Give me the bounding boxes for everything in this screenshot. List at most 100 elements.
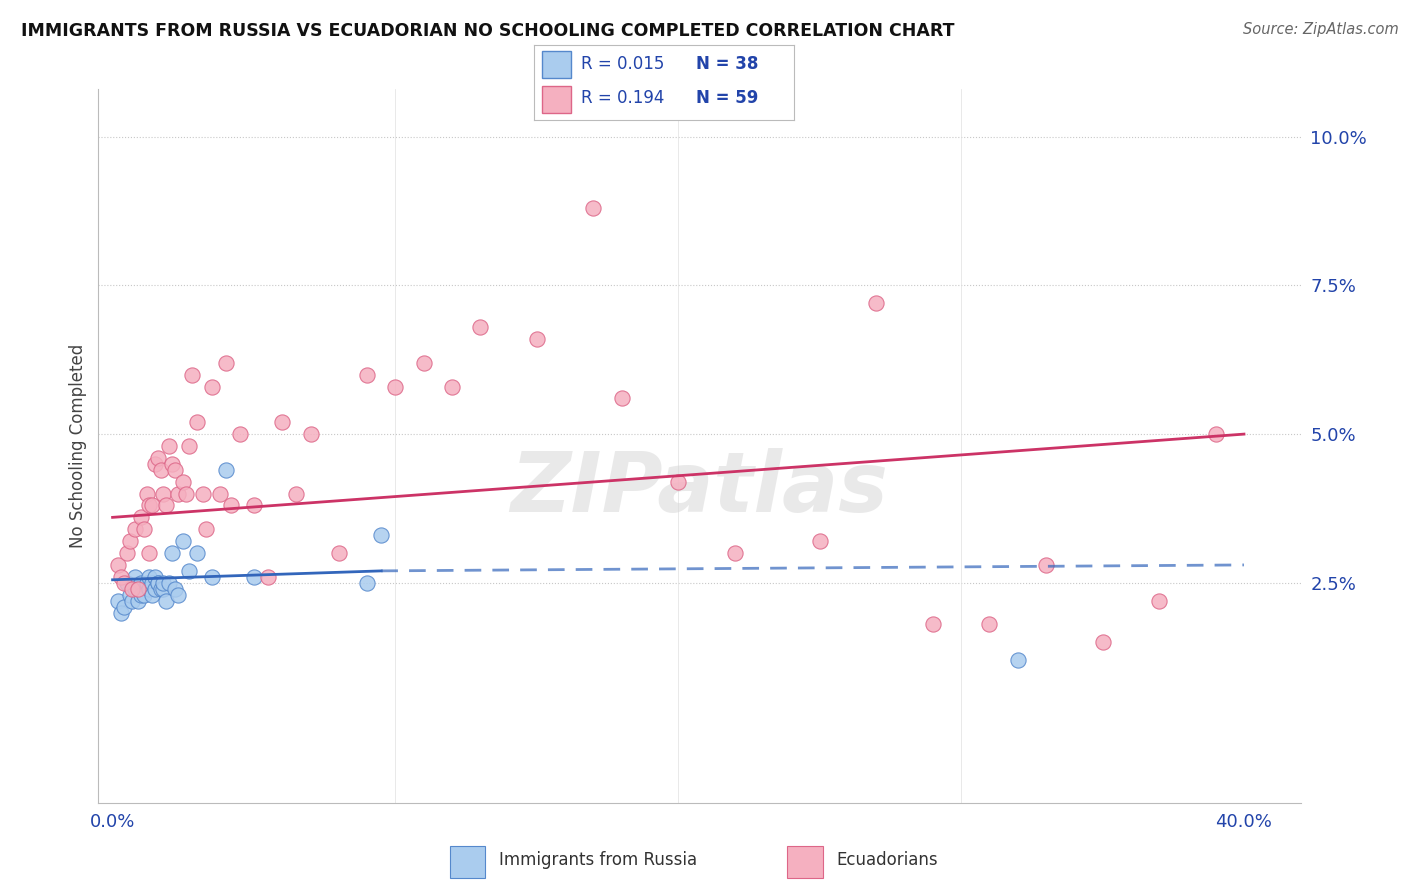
Point	[127, 582, 149, 596]
Point	[172, 475, 194, 489]
Point	[149, 582, 172, 596]
Point	[152, 575, 174, 590]
Point	[155, 593, 177, 607]
Point	[200, 379, 222, 393]
Point	[160, 457, 183, 471]
Point	[127, 593, 149, 607]
Point	[384, 379, 406, 393]
Point	[370, 528, 392, 542]
Point	[177, 564, 200, 578]
Point	[271, 415, 294, 429]
Point	[129, 510, 152, 524]
Point	[138, 546, 160, 560]
Text: N = 38: N = 38	[696, 55, 758, 73]
Point	[180, 368, 202, 382]
Point	[146, 450, 169, 465]
Text: R = 0.194: R = 0.194	[581, 88, 665, 107]
Point	[200, 570, 222, 584]
Point	[412, 356, 434, 370]
Point	[132, 522, 155, 536]
Point	[174, 486, 197, 500]
Point	[163, 463, 186, 477]
Point	[115, 546, 138, 560]
Point	[285, 486, 308, 500]
FancyBboxPatch shape	[450, 846, 485, 878]
Point	[152, 582, 174, 596]
Point	[724, 546, 747, 560]
Point	[149, 463, 172, 477]
Point	[215, 463, 238, 477]
Point	[194, 522, 217, 536]
Point	[146, 575, 169, 590]
FancyBboxPatch shape	[543, 51, 571, 78]
Point	[215, 356, 238, 370]
Point	[229, 427, 252, 442]
Point	[110, 606, 132, 620]
Point	[143, 582, 166, 596]
Text: ZIPatlas: ZIPatlas	[510, 449, 889, 529]
Point	[124, 522, 146, 536]
Point	[440, 379, 463, 393]
Point	[921, 617, 943, 632]
Point	[143, 457, 166, 471]
Point	[138, 570, 160, 584]
Point	[112, 575, 135, 590]
Point	[979, 617, 1001, 632]
Point	[157, 439, 180, 453]
Point	[141, 588, 163, 602]
Y-axis label: No Schooling Completed: No Schooling Completed	[69, 344, 87, 548]
Point	[328, 546, 350, 560]
Point	[132, 588, 155, 602]
Point	[1035, 558, 1057, 572]
Point	[135, 575, 157, 590]
Point	[121, 593, 143, 607]
Point	[152, 486, 174, 500]
Point	[115, 575, 138, 590]
Point	[243, 499, 266, 513]
Point	[666, 475, 689, 489]
Point	[209, 486, 232, 500]
Point	[191, 486, 214, 500]
Text: Ecuadorians: Ecuadorians	[837, 851, 938, 870]
Point	[124, 570, 146, 584]
Point	[186, 546, 208, 560]
Text: Immigrants from Russia: Immigrants from Russia	[499, 851, 697, 870]
Point	[470, 320, 492, 334]
Point	[1205, 427, 1227, 442]
Point	[299, 427, 322, 442]
FancyBboxPatch shape	[787, 846, 823, 878]
Point	[865, 296, 887, 310]
Point	[118, 534, 141, 549]
Point	[526, 332, 548, 346]
Point	[186, 415, 208, 429]
Point	[138, 499, 160, 513]
Point	[166, 588, 188, 602]
Point	[582, 201, 605, 215]
Point	[1147, 593, 1170, 607]
Point	[172, 534, 194, 549]
Point	[221, 499, 243, 513]
Point	[135, 486, 157, 500]
Point	[141, 575, 163, 590]
Point	[243, 570, 266, 584]
Point	[257, 570, 280, 584]
Point	[141, 499, 163, 513]
Point	[356, 368, 378, 382]
Point	[107, 558, 129, 572]
Point	[166, 486, 188, 500]
Point	[356, 575, 378, 590]
Point	[155, 499, 177, 513]
Point	[121, 582, 143, 596]
Point	[160, 546, 183, 560]
Point	[163, 582, 186, 596]
Point	[124, 582, 146, 596]
Point	[129, 575, 152, 590]
Point	[1007, 653, 1029, 667]
Point	[808, 534, 831, 549]
Point	[1091, 635, 1114, 649]
Text: R = 0.015: R = 0.015	[581, 55, 665, 73]
Point	[157, 575, 180, 590]
Text: Source: ZipAtlas.com: Source: ZipAtlas.com	[1243, 22, 1399, 37]
Point	[118, 588, 141, 602]
Text: IMMIGRANTS FROM RUSSIA VS ECUADORIAN NO SCHOOLING COMPLETED CORRELATION CHART: IMMIGRANTS FROM RUSSIA VS ECUADORIAN NO …	[21, 22, 955, 40]
